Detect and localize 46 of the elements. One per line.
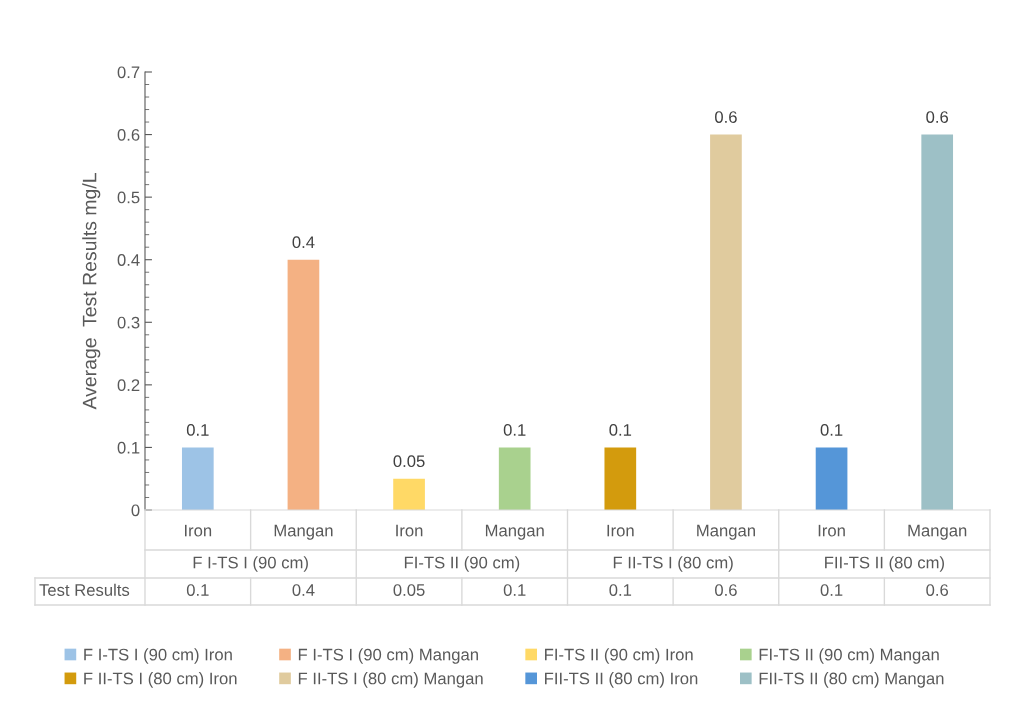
text: F I-TS I (90 cm) [193, 556, 308, 572]
y-axis-title: Average Test Results mg/L [82, 173, 101, 410]
y-tick-label: 0.6 [117, 128, 140, 141]
text: 0.1 [609, 584, 632, 596]
x-tick-label: Iron [607, 524, 634, 537]
text: 0.1 [820, 584, 843, 596]
x-tick-label: Iron [184, 524, 212, 537]
text: FI-TS II (90 cm) [404, 556, 520, 572]
x-tick-label: Iron [818, 524, 845, 537]
data-label: 0.6 [926, 111, 949, 123]
data-label: 0.1 [820, 424, 843, 436]
legend-label: FII-TS II (80 cm) Mangan [759, 672, 944, 688]
data-label: 0.4 [292, 236, 315, 249]
text: Test Results [39, 583, 130, 596]
legend-label: FI-TS II (90 cm) Iron [545, 648, 693, 664]
text: 0.05 [393, 584, 425, 596]
x-tick-label: Mangan [908, 524, 967, 540]
legend-label: F I-TS I (90 cm) Iron [84, 648, 232, 664]
x-tick-label: Mangan [697, 524, 755, 540]
data-label: 0.05 [393, 455, 425, 468]
text: F II-TS I (80 cm) [613, 556, 733, 572]
x-tick-label: Mangan [485, 524, 544, 540]
y-tick-label: 0.2 [117, 379, 140, 392]
text: FII-TS II (80 cm) [825, 556, 944, 572]
legend-label: F II-TS I (80 cm) Mangan [298, 672, 483, 688]
text: 0.6 [715, 584, 737, 596]
y-tick-label: 0.3 [117, 316, 140, 329]
data-label: 0.1 [503, 424, 526, 436]
y-tick-label: 0 [131, 504, 140, 517]
y-tick-label: 0.7 [117, 66, 140, 79]
x-tick-label: Mangan [274, 524, 333, 540]
y-tick-label: 0.4 [117, 254, 140, 266]
y-tick-label: 0.5 [117, 191, 140, 204]
text: 0.1 [186, 584, 209, 596]
data-label: 0.1 [186, 424, 209, 436]
data-label: 0.6 [715, 111, 737, 123]
x-tick-label: Iron [396, 524, 423, 537]
legend-label: F I-TS I (90 cm) Mangan [298, 648, 478, 664]
data-label: 0.1 [609, 424, 632, 436]
y-tick-label: 0.1 [117, 441, 140, 454]
legend-label: FI-TS II (90 cm) Mangan [759, 648, 939, 664]
legend-label: F II-TS I (80 cm) Iron [84, 672, 237, 688]
text: 0.4 [292, 584, 315, 596]
legend-label: FII-TS II (80 cm) Iron [545, 672, 698, 688]
text: 0.1 [503, 584, 526, 596]
text: 0.6 [926, 584, 949, 596]
